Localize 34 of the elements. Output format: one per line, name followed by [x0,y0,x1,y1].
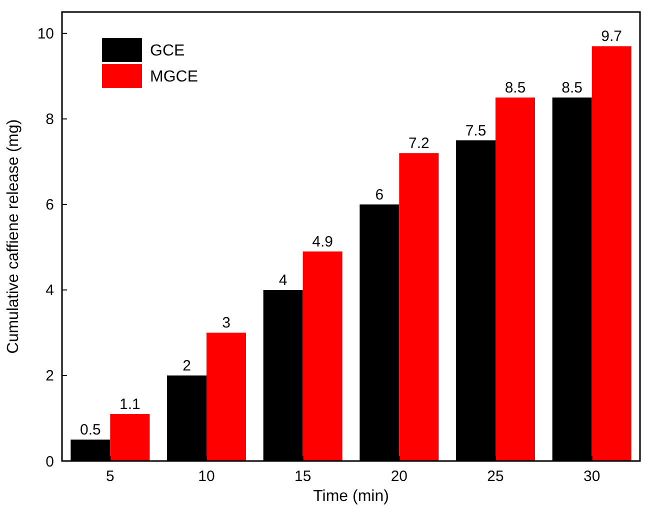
data-label: 4 [278,272,288,289]
data-label: 8.5 [562,80,583,97]
bar [496,98,535,461]
x-axis-title: Time (min) [313,488,389,505]
legend-label: MGCE [150,68,198,86]
data-label: 6 [375,186,384,204]
bar [206,332,246,461]
y-tick-label: 6 [46,196,54,214]
data-label: 1.1 [119,396,140,413]
x-tick-label: 30 [583,468,600,485]
y-tick-label: 8 [46,111,54,128]
data-label: 7.5 [465,122,486,140]
y-tick-label: 0 [46,453,54,470]
data-label: 8.5 [504,80,526,97]
bar [302,251,342,461]
y-tick-label: 10 [37,26,54,43]
x-tick-label: 20 [390,468,408,485]
x-tick-label: 10 [198,468,215,485]
y-axis-title: Cumulative caffiene release (mg) [5,119,22,354]
legend-label: GCE [150,42,185,60]
bar [592,46,632,461]
x-tick-label: 25 [487,468,504,485]
bar [110,414,150,461]
data-label: 0.5 [80,422,101,439]
data-label: 2 [182,357,191,374]
y-tick-label: 4 [46,282,54,300]
bar [399,153,439,461]
data-label: 3 [222,314,230,332]
x-tick-label: 5 [106,468,114,485]
y-tick-label: 2 [46,368,54,385]
data-label: 7.2 [408,135,430,152]
data-label: 9.7 [601,28,622,46]
data-label: 4.9 [312,233,334,250]
x-tick-label: 15 [294,468,312,485]
